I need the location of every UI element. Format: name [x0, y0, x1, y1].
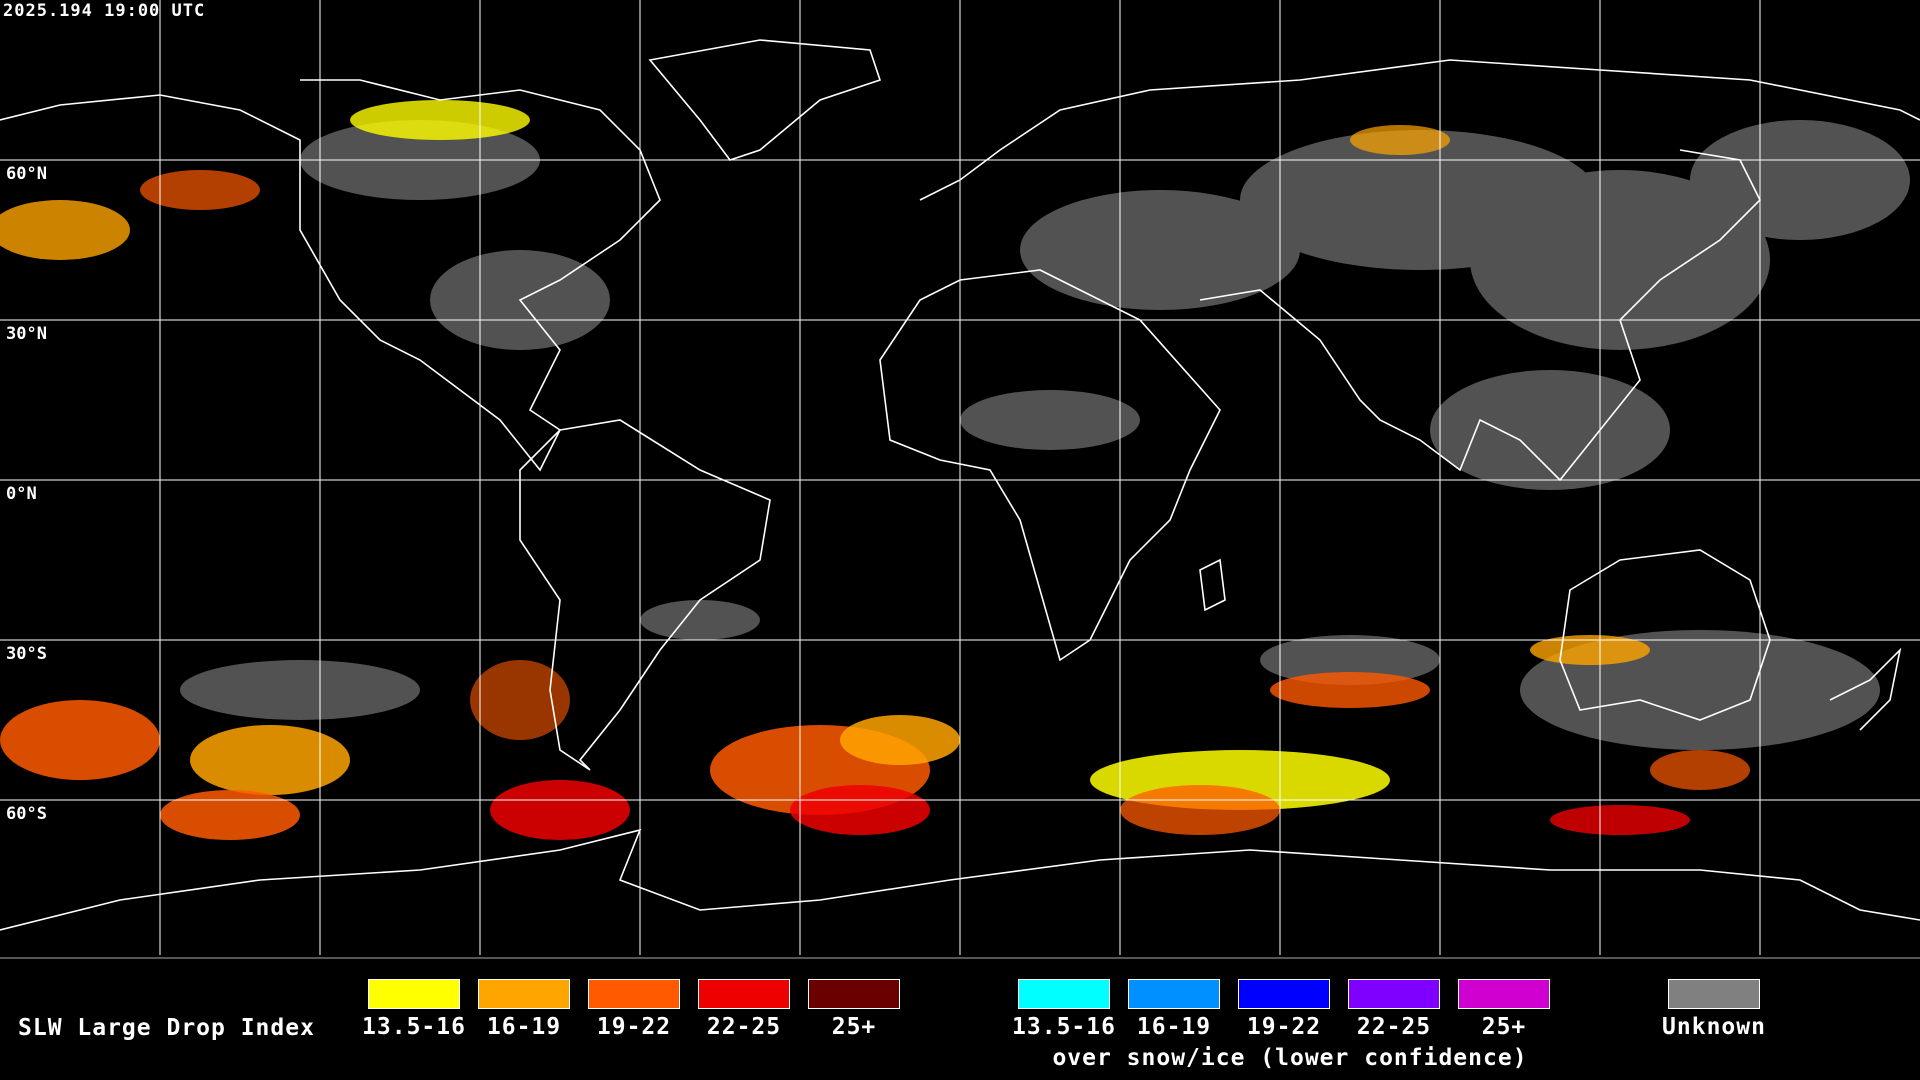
legend-title: SLW Large Drop Index	[18, 1015, 315, 1041]
label-snow-25plus: 25+	[1481, 1014, 1527, 1040]
label-normal-22-25: 22-25	[706, 1014, 782, 1040]
label-normal-19-22: 19-22	[596, 1014, 672, 1040]
lat-label-0n: 0°N	[6, 484, 37, 504]
swatch-normal-19-22	[588, 979, 680, 1009]
label-snow-19-22: 19-22	[1246, 1014, 1322, 1040]
swatch-snow-13-16	[1018, 979, 1110, 1009]
lat-label-30n: 30°N	[6, 324, 47, 344]
label-normal-13-16: 13.5-16	[362, 1014, 466, 1040]
lat-label-30s: 30°S	[6, 644, 47, 664]
slw-drop-areas	[0, 100, 1750, 840]
swatch-snow-16-19	[1128, 979, 1220, 1009]
lat-lon-grid	[0, 0, 1920, 959]
lat-label-60n: 60°N	[6, 164, 47, 184]
legend: SLW Large Drop Index 13.5-16 16-19 19-22…	[0, 960, 1920, 1080]
swatch-snow-25plus	[1458, 979, 1550, 1009]
swatch-snow-19-22	[1238, 979, 1330, 1009]
timestamp: 2025.194 19:00 UTC	[3, 1, 206, 21]
label-snow-22-25: 22-25	[1356, 1014, 1432, 1040]
swatch-normal-22-25	[698, 979, 790, 1009]
snow-ice-caption: over snow/ice (lower confidence)	[1052, 1045, 1528, 1071]
swatch-normal-16-19	[478, 979, 570, 1009]
label-unknown: Unknown	[1662, 1014, 1766, 1040]
swatch-normal-25plus	[808, 979, 900, 1009]
world-map	[0, 0, 1920, 960]
label-normal-25plus: 25+	[831, 1014, 877, 1040]
swatch-snow-22-25	[1348, 979, 1440, 1009]
label-normal-16-19: 16-19	[486, 1014, 562, 1040]
unknown-cloud-areas	[180, 120, 1910, 750]
lat-label-60s: 60°S	[6, 804, 47, 824]
swatch-unknown	[1668, 979, 1760, 1009]
label-snow-16-19: 16-19	[1136, 1014, 1212, 1040]
label-snow-13-16: 13.5-16	[1012, 1014, 1116, 1040]
swatch-normal-13-16	[368, 979, 460, 1009]
